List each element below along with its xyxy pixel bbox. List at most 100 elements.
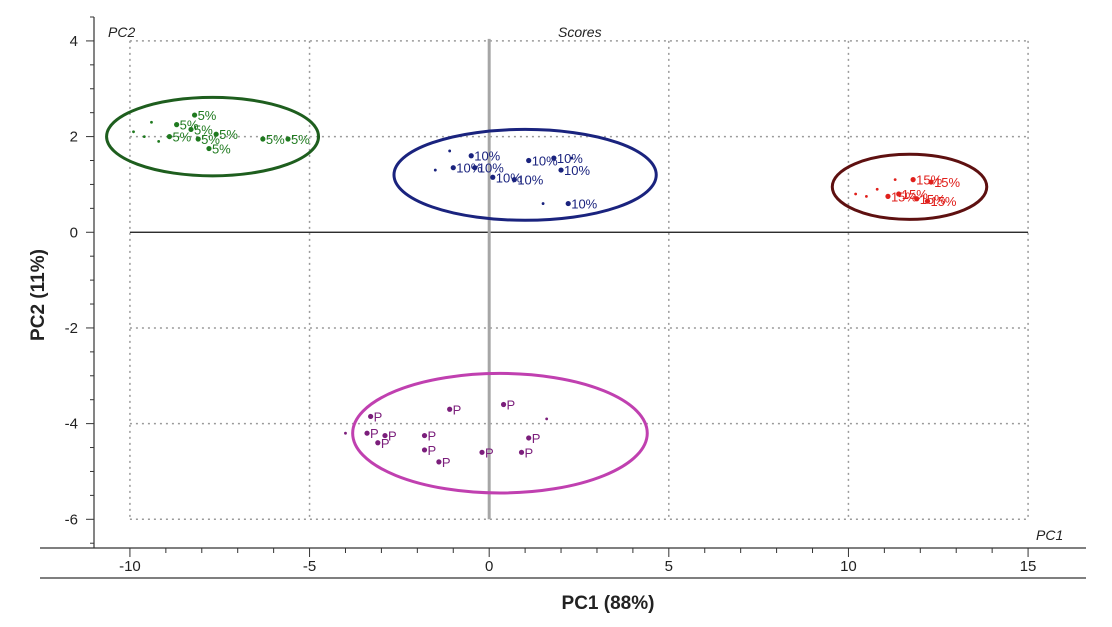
point-P xyxy=(436,459,442,465)
point-label-10%: 10% xyxy=(456,161,482,176)
point-P xyxy=(382,432,388,439)
point-label-15%: 15% xyxy=(934,175,960,190)
point-10% xyxy=(472,165,478,171)
point-label-P: P xyxy=(485,445,494,460)
point-10% xyxy=(448,149,452,153)
point-5% xyxy=(142,135,146,138)
point-5% xyxy=(157,139,161,143)
point-label-5%: 5% xyxy=(172,130,191,145)
point-label-P: P xyxy=(525,445,534,460)
point-label-10%: 10% xyxy=(478,161,504,176)
ellipse-P xyxy=(351,371,649,495)
point-10% xyxy=(468,153,474,159)
ellipse-layer xyxy=(105,95,989,495)
point-label-5%: 5% xyxy=(194,122,213,137)
point-P xyxy=(375,440,381,446)
point-label-5%: 5% xyxy=(291,132,310,147)
point-5% xyxy=(150,120,153,124)
point-label-5%: 5% xyxy=(180,118,199,133)
point-5% xyxy=(285,136,291,142)
point-5% xyxy=(166,133,173,140)
axes-layer xyxy=(40,17,1086,579)
point-10% xyxy=(541,202,545,205)
point-5% xyxy=(174,122,180,128)
point-5% xyxy=(260,136,266,142)
point-label-5%: 5% xyxy=(212,142,231,157)
x-tick-label: -5 xyxy=(303,558,316,575)
point-label-15%: 15% xyxy=(930,194,956,209)
point-15% xyxy=(896,191,902,197)
point-label-15%: 15% xyxy=(902,187,928,202)
point-P xyxy=(368,413,374,420)
point-5% xyxy=(195,136,201,142)
point-P xyxy=(421,447,428,453)
point-5% xyxy=(188,126,194,133)
point-10% xyxy=(570,156,574,160)
point-P xyxy=(344,431,347,435)
y-axis-title: PC2 (11%) xyxy=(28,249,49,341)
x-tick-label: 15 xyxy=(1020,558,1037,575)
point-15% xyxy=(854,192,858,196)
point-P xyxy=(518,449,525,455)
point-15% xyxy=(928,179,934,185)
point-P xyxy=(545,417,549,421)
point-P xyxy=(447,406,453,412)
point-5% xyxy=(132,130,135,134)
y-tick-label: -4 xyxy=(65,416,78,433)
y-tick-label: -2 xyxy=(65,320,78,337)
point-label-P: P xyxy=(381,436,390,451)
point-label-10%: 10% xyxy=(474,149,500,164)
y-corner-label: PC2 xyxy=(108,24,135,40)
point-label-P: P xyxy=(388,429,397,444)
ellipse-15% xyxy=(830,152,989,221)
point-label-10%: 10% xyxy=(557,151,583,166)
point-5% xyxy=(206,145,212,152)
point-15% xyxy=(910,177,916,183)
point-15% xyxy=(924,198,931,204)
point-label-P: P xyxy=(453,402,462,417)
point-10% xyxy=(565,200,571,207)
point-label-P: P xyxy=(374,409,383,424)
ticks-layer: 4 2 0 -2 -4 -6 -10 -5 0 5 10 15 xyxy=(65,16,1037,575)
point-P xyxy=(526,435,532,441)
x-tick-label: 10 xyxy=(840,558,857,575)
point-label-P: P xyxy=(428,443,437,458)
point-label-P: P xyxy=(442,455,451,470)
point-10% xyxy=(558,167,564,173)
ellipse-10% xyxy=(392,127,658,222)
point-P xyxy=(364,430,370,436)
point-label-P: P xyxy=(370,426,379,441)
point-label-P: P xyxy=(428,429,437,444)
point-label-5%: 5% xyxy=(219,127,238,142)
y-tick-label: 0 xyxy=(70,224,78,241)
point-15% xyxy=(865,194,868,198)
x-corner-label: PC1 xyxy=(1036,527,1063,543)
point-15% xyxy=(885,193,891,199)
point-15% xyxy=(914,196,920,202)
point-P xyxy=(479,449,485,455)
x-tick-label: 5 xyxy=(665,558,673,575)
x-tick-label: -10 xyxy=(119,558,141,575)
point-label-10%: 10% xyxy=(571,197,597,212)
point-label-10%: 10% xyxy=(564,163,590,178)
point-label-5%: 5% xyxy=(198,108,217,123)
ellipse-5% xyxy=(105,95,321,178)
x-tick-label: 0 xyxy=(485,558,493,575)
point-10% xyxy=(551,155,557,161)
point-10% xyxy=(433,168,437,172)
point-label-P: P xyxy=(532,431,541,446)
point-15% xyxy=(893,178,897,182)
point-10% xyxy=(450,165,456,171)
point-label-10%: 10% xyxy=(517,173,543,188)
point-label-P: P xyxy=(507,397,516,412)
point-5% xyxy=(213,131,219,137)
point-P xyxy=(421,432,428,439)
points-layer: 5%5%5%5% 5% 5%5%5% 5%10%10%10%10%10%10% 10%1… xyxy=(132,108,961,470)
point-10% xyxy=(511,177,517,183)
y-tick-label: 2 xyxy=(70,129,78,146)
point-10% xyxy=(526,157,532,164)
chart-title: Scores xyxy=(558,24,602,40)
